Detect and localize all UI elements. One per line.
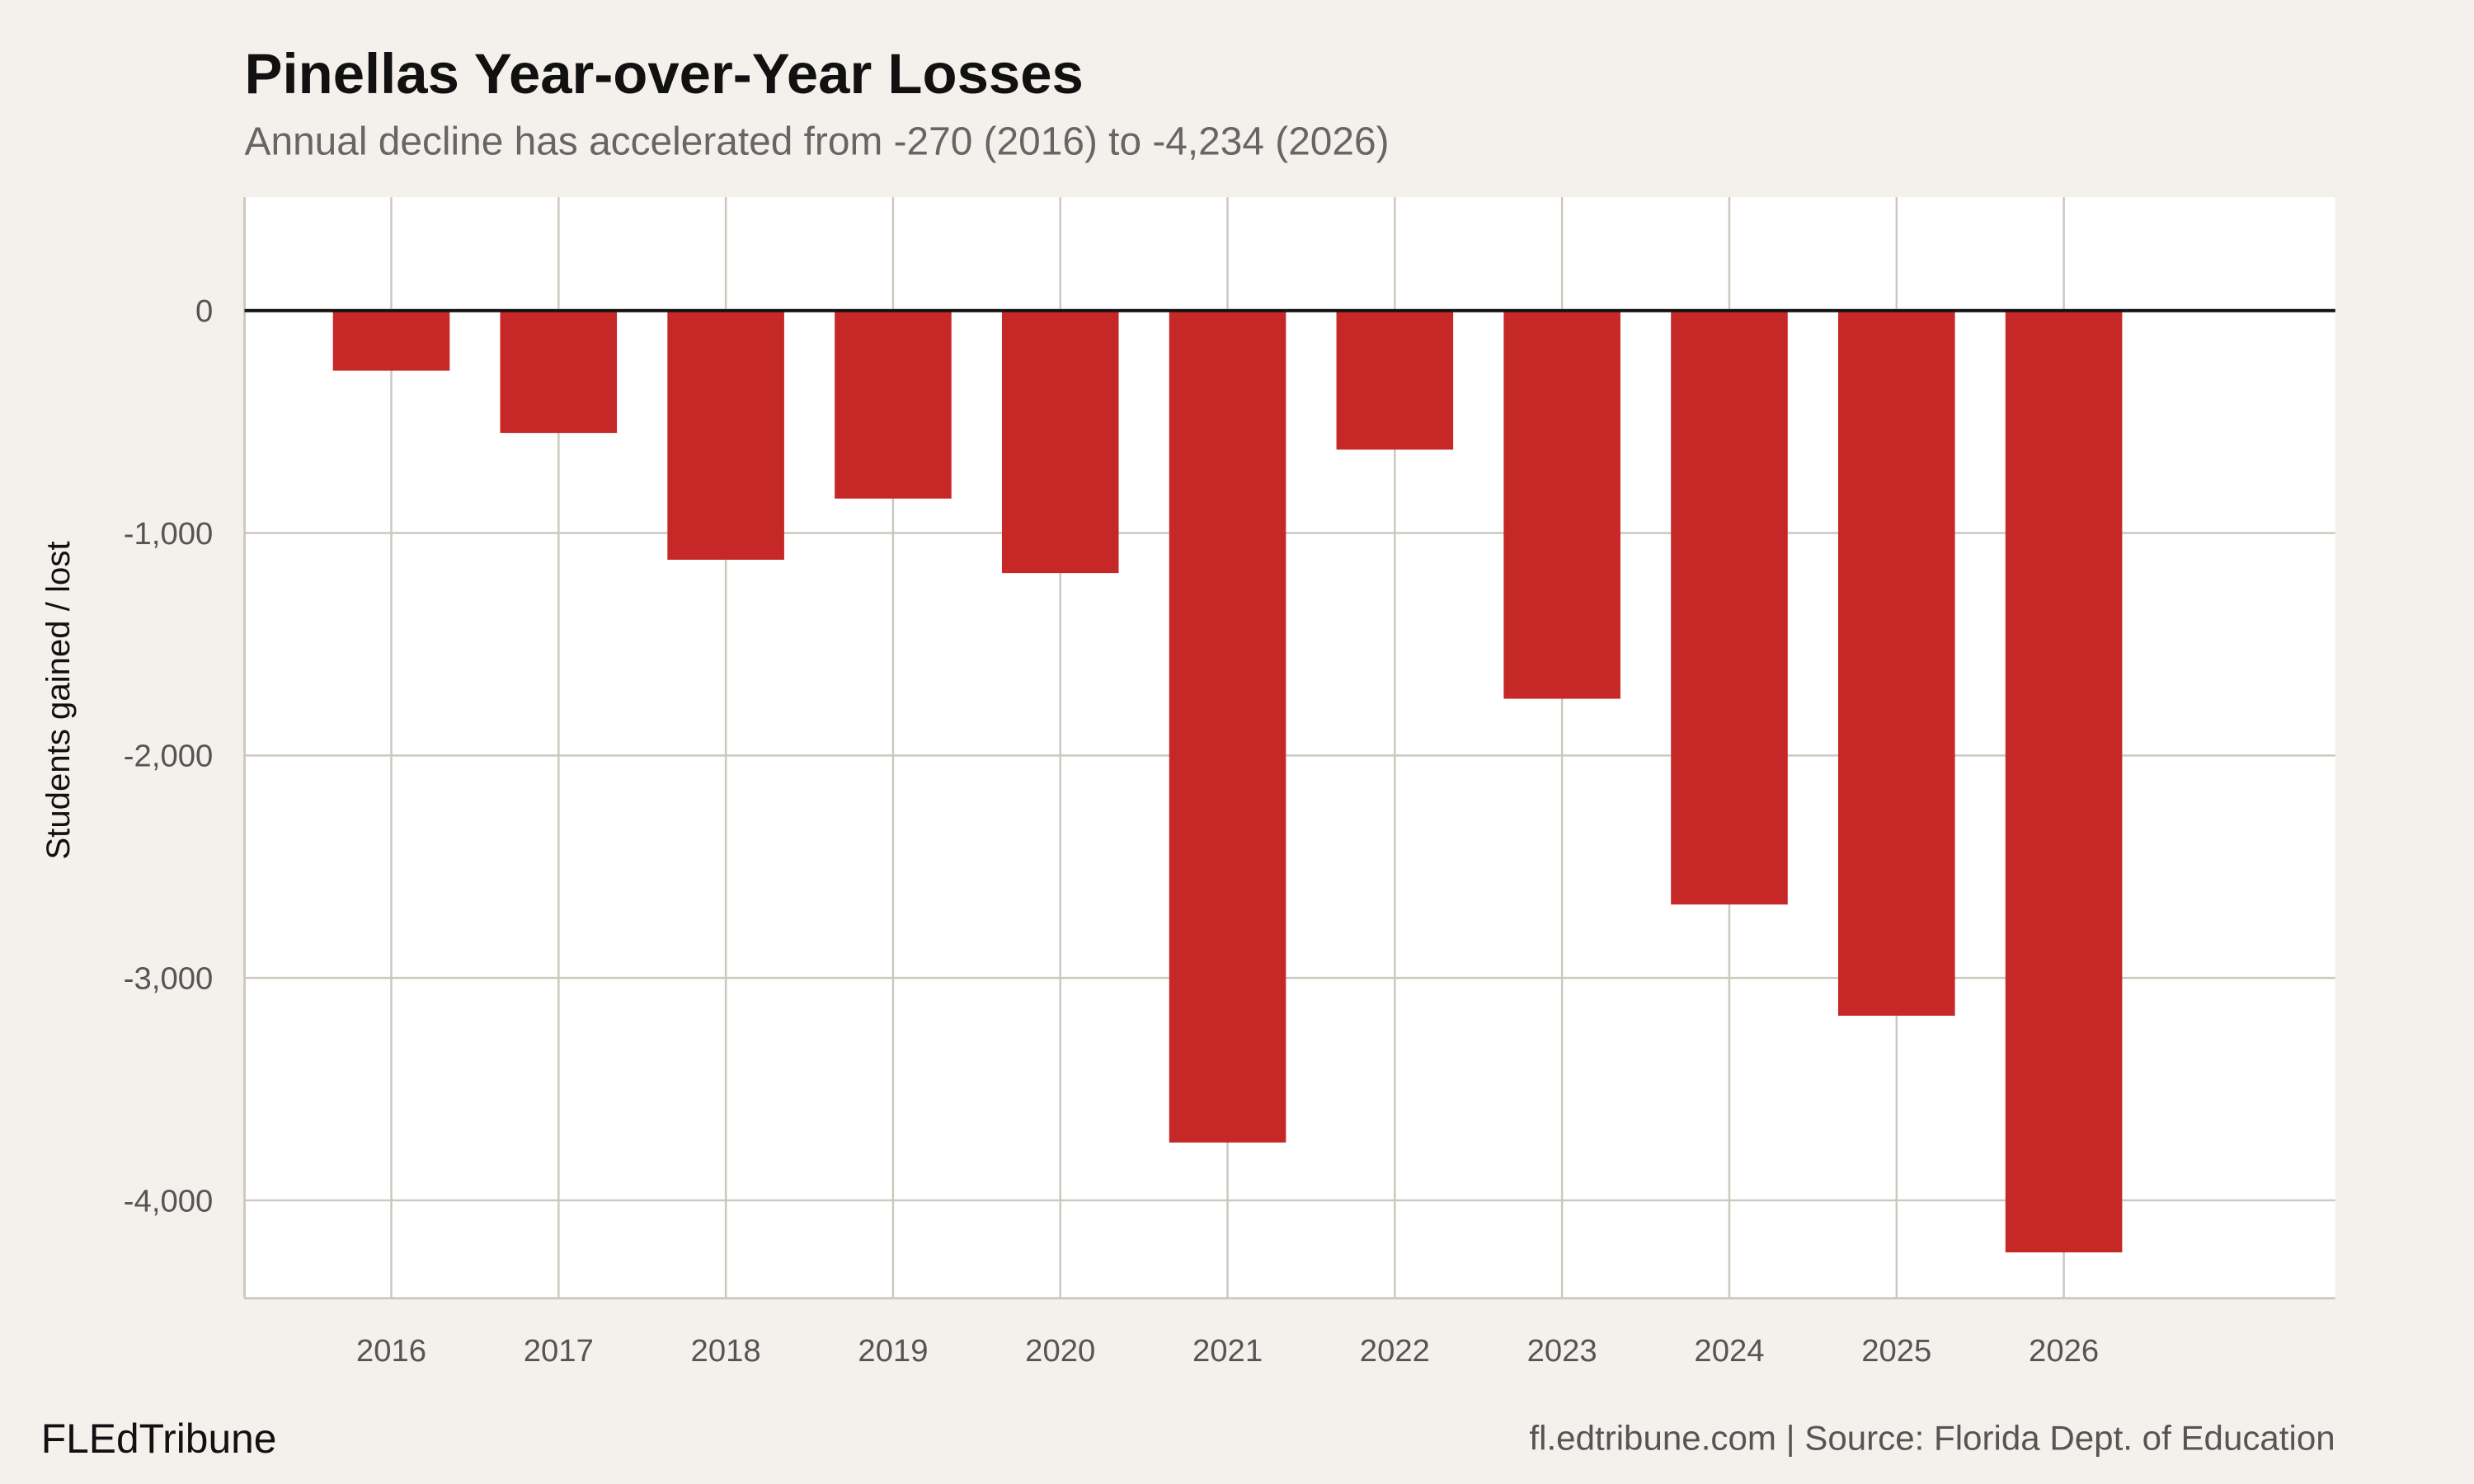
- x-tick-label: 2023: [1527, 1333, 1597, 1369]
- x-tick-label: 2018: [691, 1333, 761, 1369]
- bar-2022: [1336, 310, 1454, 450]
- x-tick-label: 2017: [524, 1333, 594, 1369]
- y-axis-label: Students gained / lost: [40, 541, 77, 859]
- chart-subtitle: Annual decline has accelerated from -270…: [244, 120, 1390, 164]
- y-tick-label: -2,000: [124, 739, 213, 774]
- x-tick-label: 2024: [1694, 1333, 1764, 1369]
- bar-2017: [500, 310, 618, 434]
- bar-2026: [2005, 310, 2123, 1253]
- bar-2016: [332, 310, 450, 371]
- bar-2023: [1503, 310, 1620, 699]
- x-tick-label: 2026: [2029, 1333, 2099, 1369]
- source-note: fl.edtribune.com | Source: Florida Dept.…: [1529, 1418, 2335, 1458]
- bar-2019: [835, 310, 952, 499]
- bar-2021: [1169, 310, 1286, 1143]
- y-tick-label: -1,000: [124, 516, 213, 552]
- x-tick-label: 2025: [1861, 1333, 1931, 1369]
- x-tick-label: 2021: [1192, 1333, 1263, 1369]
- brand-logo-text: FLEdTribune: [40, 1415, 277, 1463]
- bar-2024: [1671, 310, 1788, 905]
- x-tick-label: 2016: [356, 1333, 426, 1369]
- bar-2025: [1837, 310, 1955, 1017]
- y-tick-label: 0: [195, 294, 213, 329]
- bar-2020: [1001, 310, 1119, 574]
- x-tick-label: 2019: [858, 1333, 928, 1369]
- y-tick-label: -4,000: [124, 1183, 213, 1219]
- chart-title: Pinellas Year-over-Year Losses: [244, 40, 1084, 106]
- bar-2018: [667, 310, 784, 560]
- x-tick-label: 2022: [1360, 1333, 1430, 1369]
- x-tick-label: 2020: [1025, 1333, 1095, 1369]
- y-tick-label: -3,000: [124, 961, 213, 997]
